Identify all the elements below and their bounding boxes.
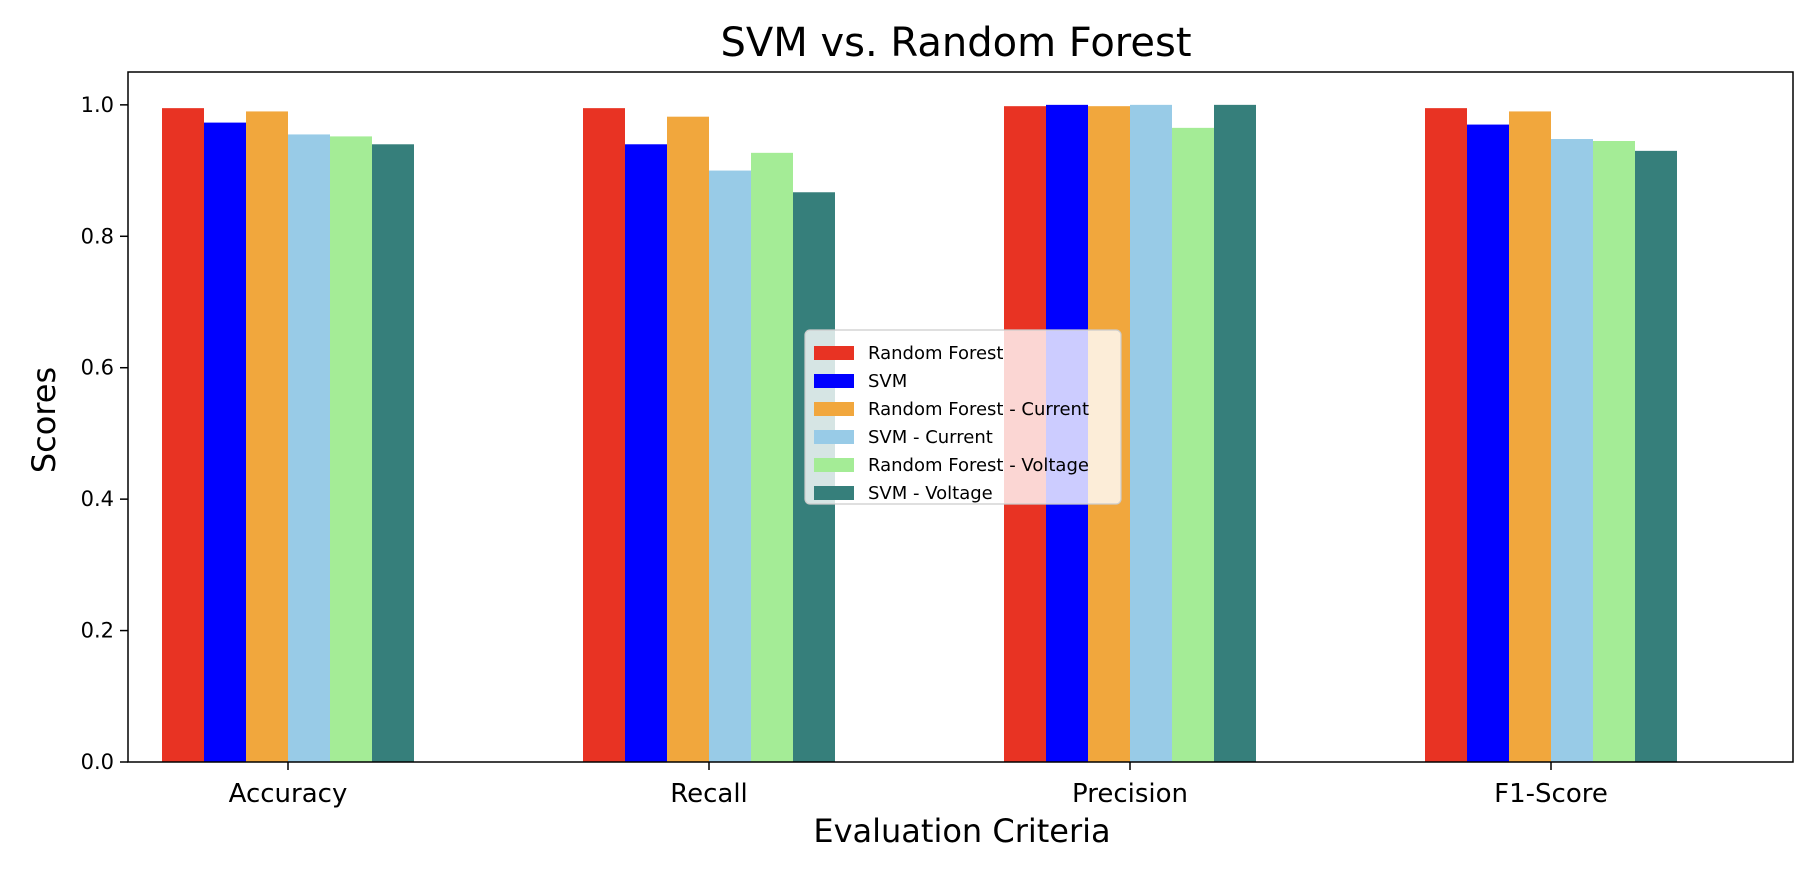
bar-accuracy-series-1 [162,108,204,762]
bar-recall-series-5 [751,152,793,763]
legend: Random Forest SVM Random Forest - Current S… [804,329,1122,505]
y-axis-label: Scores [25,367,63,473]
legend-label: Random Forest - Voltage [868,455,1089,476]
x-tick-label: Accuracy [229,779,348,809]
bar-recall-series-2 [625,144,667,763]
y-tick-label: 0.0 [81,750,114,774]
bar-accuracy-series-2 [204,122,246,763]
bar-recall-series-3 [667,116,709,762]
bar-f1-score-series-3 [1509,111,1551,762]
legend-label: SVM [868,371,907,392]
legend-label: SVM - Voltage [868,483,993,504]
bar-recall-series-4 [709,170,751,763]
y-tick-label: 1.0 [81,93,114,117]
bar-precision-series-4 [1130,104,1172,763]
chart-title: SVM vs. Random Forest [721,20,1192,66]
bar-f1-score-series-4 [1551,139,1593,762]
y-tick-label: 0.4 [81,487,114,511]
legend-swatch [814,430,854,444]
plot-frame [127,71,1794,763]
legend-box [804,329,1122,505]
bar-f1-score-series-5 [1593,141,1635,762]
bar-precision-series-5 [1172,127,1214,763]
bar-f1-score-series-2 [1467,124,1509,763]
bar-recall-series-1 [583,108,625,762]
legend-swatch [814,374,854,388]
y-tick-label: 0.2 [81,619,114,643]
legend-label: Random Forest - Current [868,399,1089,420]
x-axis-label: Evaluation Criteria [813,812,1110,850]
legend-swatch [814,486,854,500]
y-axis: 0.0 0.2 0.4 0.6 0.8 1.0 [81,93,128,774]
y-tick-label: 0.8 [81,224,114,248]
bar-accuracy-series-3 [246,111,288,762]
legend-swatch [814,346,854,360]
legend-swatch [814,402,854,416]
bar-accuracy-series-5 [330,136,372,762]
y-tick-label: 0.6 [81,356,114,380]
bar-accuracy-series-4 [288,134,330,762]
x-tick-label: F1-Score [1494,779,1608,809]
bar-f1-score-series-6 [1635,150,1677,762]
legend-swatch [814,458,854,472]
bar-f1-score-series-1 [1425,108,1467,762]
bar-precision-series-6 [1214,104,1256,763]
x-tick-label: Recall [670,779,748,809]
x-axis: Accuracy Recall Precision F1-Score [229,762,1608,809]
legend-label: SVM - Current [868,427,993,448]
bar-accuracy-series-6 [372,144,414,763]
legend-label: Random Forest [868,343,1003,364]
bars-layer [162,104,1677,763]
x-tick-label: Precision [1072,779,1188,809]
